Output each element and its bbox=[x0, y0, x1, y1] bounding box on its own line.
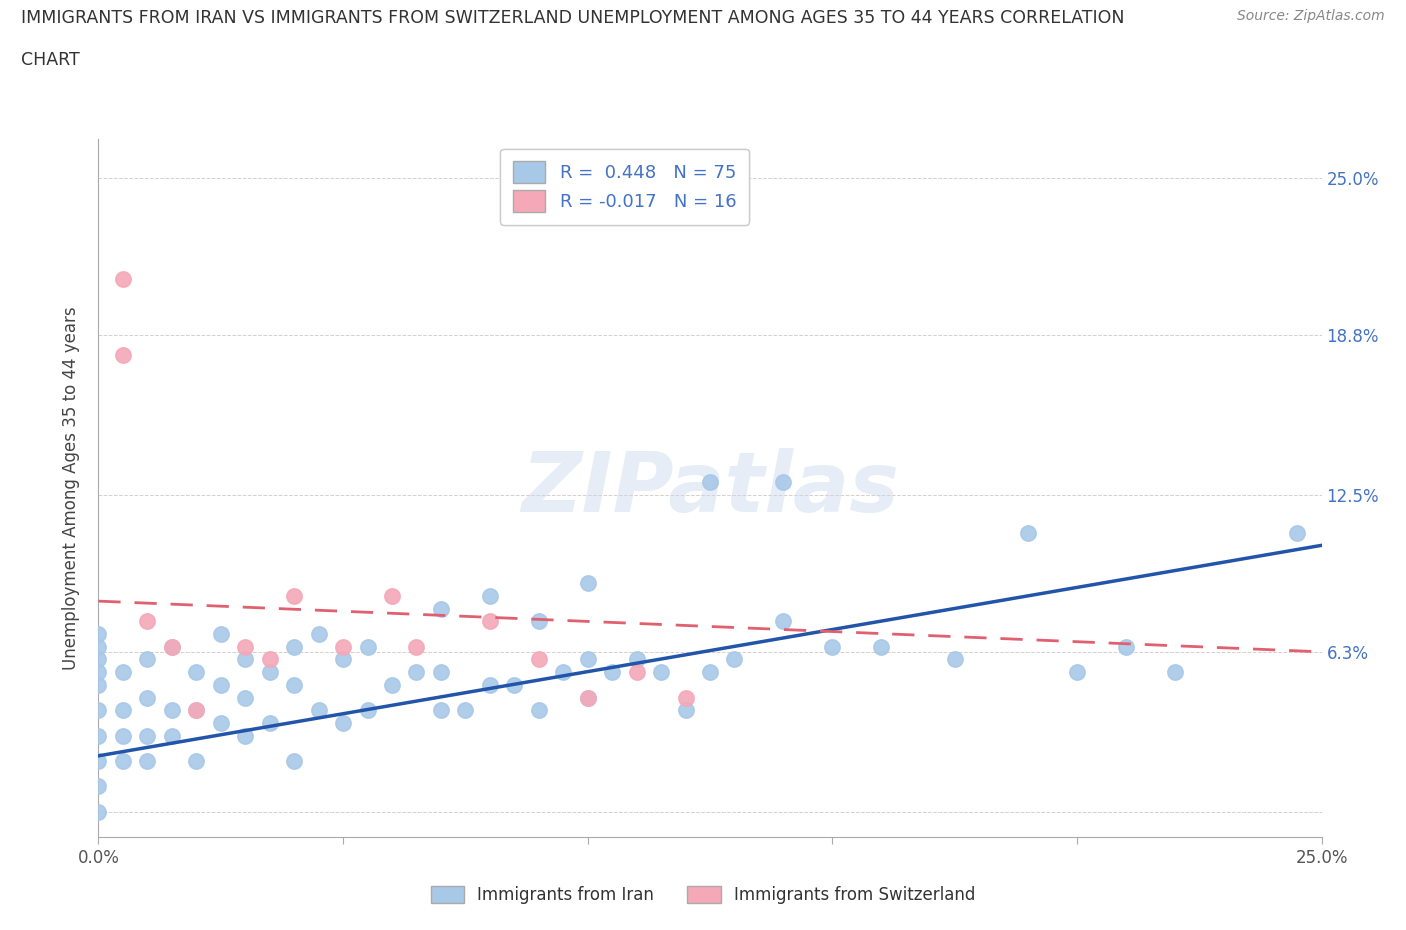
Point bbox=[186, 703, 208, 718]
Point bbox=[233, 652, 256, 667]
Point bbox=[478, 677, 501, 692]
Point bbox=[943, 652, 966, 667]
Point bbox=[503, 677, 526, 692]
Point bbox=[626, 652, 648, 667]
Point bbox=[308, 627, 330, 642]
Legend: R =  0.448   N = 75, R = -0.017   N = 16: R = 0.448 N = 75, R = -0.017 N = 16 bbox=[501, 149, 749, 225]
Point bbox=[186, 665, 208, 680]
Point bbox=[233, 728, 256, 743]
Legend: Immigrants from Iran, Immigrants from Switzerland: Immigrants from Iran, Immigrants from Sw… bbox=[422, 878, 984, 912]
Point bbox=[430, 602, 453, 617]
Point bbox=[1164, 665, 1187, 680]
Point bbox=[699, 665, 721, 680]
Point bbox=[772, 614, 794, 629]
Point bbox=[283, 639, 305, 654]
Point bbox=[259, 652, 281, 667]
Point bbox=[87, 652, 110, 667]
Point bbox=[675, 703, 697, 718]
Point bbox=[87, 677, 110, 692]
Point bbox=[160, 639, 183, 654]
Point bbox=[283, 753, 305, 768]
Point bbox=[772, 474, 794, 489]
Point bbox=[186, 753, 208, 768]
Point bbox=[136, 690, 159, 705]
Point bbox=[259, 665, 281, 680]
Point bbox=[405, 665, 427, 680]
Point bbox=[356, 703, 378, 718]
Point bbox=[723, 652, 745, 667]
Point bbox=[87, 804, 110, 819]
Point bbox=[111, 272, 134, 286]
Point bbox=[405, 639, 427, 654]
Point bbox=[527, 703, 550, 718]
Point bbox=[1017, 525, 1039, 540]
Point bbox=[675, 690, 697, 705]
Text: IMMIGRANTS FROM IRAN VS IMMIGRANTS FROM SWITZERLAND UNEMPLOYMENT AMONG AGES 35 T: IMMIGRANTS FROM IRAN VS IMMIGRANTS FROM … bbox=[21, 9, 1125, 27]
Point bbox=[111, 348, 134, 363]
Point bbox=[87, 703, 110, 718]
Point bbox=[478, 589, 501, 604]
Point bbox=[699, 474, 721, 489]
Point bbox=[430, 665, 453, 680]
Point bbox=[553, 665, 575, 680]
Point bbox=[626, 665, 648, 680]
Point bbox=[576, 690, 599, 705]
Point bbox=[136, 652, 159, 667]
Point bbox=[381, 677, 404, 692]
Point bbox=[1066, 665, 1088, 680]
Point bbox=[381, 589, 404, 604]
Point bbox=[111, 728, 134, 743]
Point bbox=[1286, 525, 1309, 540]
Point bbox=[478, 614, 501, 629]
Point bbox=[308, 703, 330, 718]
Point bbox=[136, 753, 159, 768]
Point bbox=[209, 715, 232, 730]
Point bbox=[87, 778, 110, 793]
Point bbox=[160, 728, 183, 743]
Point bbox=[233, 690, 256, 705]
Point bbox=[454, 703, 477, 718]
Y-axis label: Unemployment Among Ages 35 to 44 years: Unemployment Among Ages 35 to 44 years bbox=[62, 307, 80, 670]
Point bbox=[332, 639, 354, 654]
Text: CHART: CHART bbox=[21, 51, 80, 69]
Point bbox=[233, 639, 256, 654]
Point bbox=[821, 639, 844, 654]
Text: Source: ZipAtlas.com: Source: ZipAtlas.com bbox=[1237, 9, 1385, 23]
Text: ZIPatlas: ZIPatlas bbox=[522, 447, 898, 529]
Point bbox=[527, 614, 550, 629]
Point bbox=[283, 677, 305, 692]
Point bbox=[87, 639, 110, 654]
Point bbox=[87, 665, 110, 680]
Point bbox=[259, 715, 281, 730]
Point bbox=[527, 652, 550, 667]
Point bbox=[1115, 639, 1137, 654]
Point bbox=[136, 614, 159, 629]
Point bbox=[576, 690, 599, 705]
Point bbox=[111, 703, 134, 718]
Point bbox=[209, 677, 232, 692]
Point bbox=[650, 665, 672, 680]
Point bbox=[356, 639, 378, 654]
Point bbox=[332, 715, 354, 730]
Point bbox=[430, 703, 453, 718]
Point bbox=[332, 652, 354, 667]
Point bbox=[111, 665, 134, 680]
Point bbox=[600, 665, 623, 680]
Point bbox=[87, 753, 110, 768]
Point bbox=[576, 576, 599, 591]
Point bbox=[136, 728, 159, 743]
Point bbox=[283, 589, 305, 604]
Point bbox=[87, 728, 110, 743]
Point bbox=[160, 703, 183, 718]
Point bbox=[160, 639, 183, 654]
Point bbox=[186, 703, 208, 718]
Point bbox=[870, 639, 893, 654]
Point bbox=[111, 753, 134, 768]
Point bbox=[209, 627, 232, 642]
Point bbox=[87, 627, 110, 642]
Point bbox=[576, 652, 599, 667]
